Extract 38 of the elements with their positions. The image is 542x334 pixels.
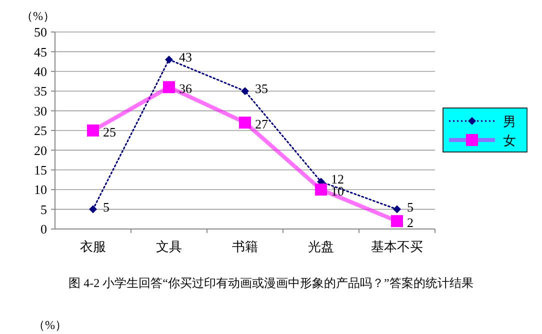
point: [239, 116, 251, 129]
data-label: 27: [255, 116, 268, 132]
caption: 图 4-2 小学生回答“你买过印有动画或漫画中形象的产品吗？”答案的统计结果: [68, 276, 474, 290]
point: [163, 81, 175, 94]
y-tick-label: 30: [34, 103, 47, 118]
y-tick-label: 15: [34, 162, 47, 178]
y-tick-label: 10: [34, 182, 47, 198]
text: （%）: [33, 318, 67, 332]
point: [87, 124, 99, 136]
data-label: 25: [103, 124, 116, 140]
legend-label: 男: [503, 114, 516, 129]
y-tick-label: 25: [34, 123, 47, 138]
y-tick-label: 45: [34, 44, 47, 60]
data-label: 36: [179, 81, 192, 96]
point: [315, 184, 327, 196]
y-tick-label: 50: [34, 24, 47, 40]
legend-label: 女: [503, 133, 516, 148]
data-label: 5: [407, 199, 414, 214]
point: [165, 56, 173, 64]
point: [393, 205, 401, 214]
y-tick-label: 40: [34, 64, 47, 79]
x-tick-label: 光盘: [308, 239, 334, 254]
data-label: 5: [103, 199, 110, 214]
x-tick-label: 基本不买: [371, 239, 423, 254]
y-axis-title: （%）: [21, 9, 55, 23]
point: [241, 87, 249, 96]
x-tick-label: 文具: [156, 239, 182, 254]
y-tick-label: 5: [40, 202, 47, 217]
y-tick-label: 35: [34, 84, 47, 99]
y-tick-label: 20: [34, 142, 47, 158]
data-label: 43: [179, 50, 192, 65]
x-tick-label: 书籍: [232, 239, 258, 254]
x-tick-label: 衣服: [80, 239, 106, 254]
point: [89, 205, 97, 214]
data-label: 2: [407, 215, 414, 230]
y-tick-label: 0: [40, 222, 47, 237]
point: [391, 215, 403, 228]
data-label: 35: [255, 81, 268, 96]
